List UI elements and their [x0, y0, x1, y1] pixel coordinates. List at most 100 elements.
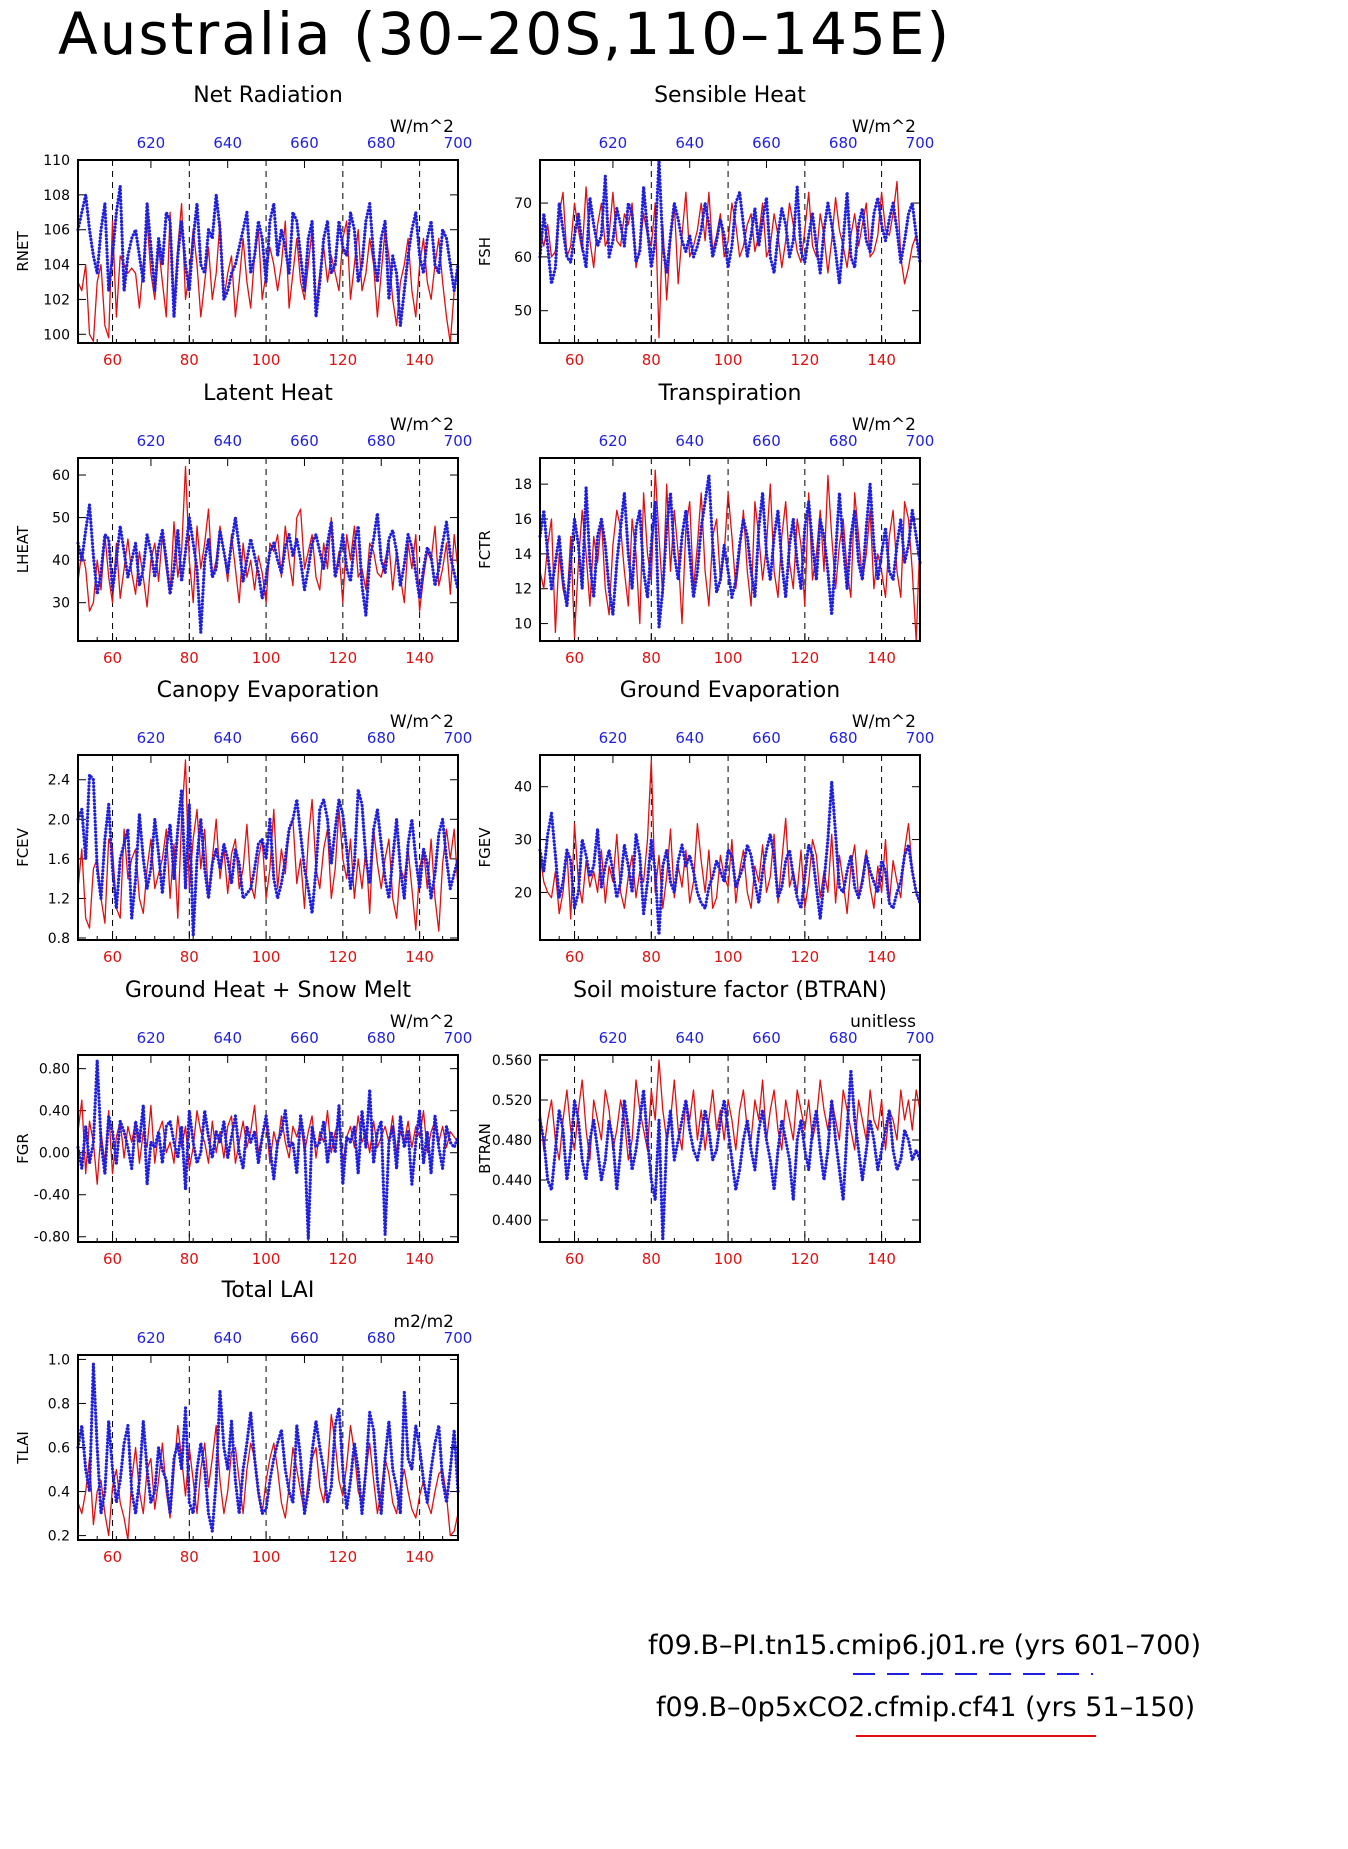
- x-tick-label-bottom: 140: [867, 649, 896, 667]
- x-tick-label-top: 640: [213, 432, 242, 450]
- units-label: W/m^2: [852, 415, 916, 435]
- chart-title: Total LAI: [221, 1278, 315, 1303]
- x-tick-label-top: 680: [829, 134, 858, 152]
- x-tick-label-top: 680: [367, 432, 396, 450]
- y-axis-label: FSH: [476, 237, 494, 266]
- x-tick-label-top: 680: [367, 729, 396, 747]
- x-tick-label-top: 620: [599, 432, 628, 450]
- x-tick-label-top: 700: [444, 1329, 473, 1347]
- x-tick-label-top: 700: [444, 134, 473, 152]
- chart-title: Latent Heat: [203, 381, 333, 406]
- y-tick-label: 106: [43, 223, 70, 239]
- units-label: W/m^2: [852, 117, 916, 137]
- units-label: W/m^2: [390, 117, 454, 137]
- y-tick-label: -0.80: [34, 1230, 70, 1246]
- y-axis-label: LHEAT: [14, 525, 32, 573]
- legend-run-b-swatch: [856, 1735, 1096, 1737]
- y-tick-label: 0.440: [492, 1173, 532, 1189]
- legend-run-b-years: (yrs 51–150): [1024, 1692, 1196, 1723]
- series-b-line: [77, 759, 459, 932]
- series-a-line: [538, 1068, 922, 1242]
- units-label: W/m^2: [390, 415, 454, 435]
- chart-panel-9: Total LAI m2/m2 TLAI 60 80 100 120 140 620 640 660…: [14, 1278, 472, 1566]
- plot-frame: [77, 457, 459, 642]
- chart-title: Sensible Heat: [654, 83, 806, 108]
- plot-frame: [539, 159, 921, 344]
- y-tick-label: 0.2: [48, 1529, 70, 1545]
- series-a-line: [76, 1362, 460, 1533]
- y-tick-label: 0.560: [492, 1053, 532, 1069]
- x-tick-label-bottom: 60: [565, 649, 584, 667]
- x-tick-label-bottom: 60: [103, 1548, 122, 1566]
- x-tick-label-bottom: 140: [405, 1250, 434, 1268]
- series-a-line: [76, 773, 460, 938]
- y-axis-label: FGR: [14, 1133, 32, 1164]
- units-label: unitless: [850, 1012, 916, 1032]
- x-tick-label-top: 700: [444, 1029, 473, 1047]
- chart-panel-8: Soil moisture factor (BTRAN) unitless BTRA…: [476, 978, 934, 1268]
- y-tick-label: 14: [514, 547, 532, 563]
- x-tick-label-top: 700: [906, 729, 935, 747]
- x-tick-label-bottom: 100: [252, 1250, 281, 1268]
- x-tick-label-top: 660: [752, 1029, 781, 1047]
- series-b-line: [77, 1099, 459, 1185]
- x-tick-label-bottom: 140: [405, 649, 434, 667]
- legend-run-a-swatch: [853, 1673, 1093, 1675]
- y-tick-label: 50: [514, 304, 532, 320]
- x-tick-label-bottom: 60: [103, 351, 122, 369]
- x-tick-label-bottom: 140: [405, 351, 434, 369]
- x-tick-label-bottom: 80: [180, 1548, 199, 1566]
- y-tick-label: 70: [514, 196, 532, 212]
- x-tick-label-top: 660: [290, 134, 319, 152]
- x-tick-label-bottom: 140: [867, 948, 896, 966]
- chart-panel-1: Net Radiation W/m^2 RNET 60 80 100 120 140 620 64…: [14, 83, 472, 369]
- units-label: W/m^2: [390, 1012, 454, 1032]
- x-tick-label-top: 660: [752, 729, 781, 747]
- x-tick-label-top: 680: [367, 1329, 396, 1347]
- y-tick-label: 1.2: [48, 891, 70, 907]
- x-tick-label-bottom: 140: [867, 1250, 896, 1268]
- x-tick-label-top: 660: [290, 1329, 319, 1347]
- x-tick-label-bottom: 80: [180, 649, 199, 667]
- x-tick-label-top: 680: [829, 729, 858, 747]
- y-tick-label: 0.400: [492, 1213, 532, 1229]
- x-tick-label-bottom: 60: [103, 1250, 122, 1268]
- plot-frame: [539, 457, 921, 642]
- x-tick-label-top: 640: [675, 1029, 704, 1047]
- x-tick-label-top: 620: [137, 1029, 166, 1047]
- x-tick-label-top: 640: [213, 1029, 242, 1047]
- x-tick-label-top: 680: [829, 1029, 858, 1047]
- legend-run-b: f09.B–0p5xCO2.cfmip.cf41 (yrs 51–150): [656, 1692, 1195, 1723]
- y-axis-label: FCEV: [14, 827, 32, 867]
- x-tick-label-bottom: 60: [103, 649, 122, 667]
- x-tick-label-bottom: 100: [714, 351, 743, 369]
- x-tick-label-bottom: 80: [642, 351, 661, 369]
- plot-frame: [539, 1054, 921, 1243]
- chart-panel-6: Ground Evaporation W/m^2 FGEV 60 80 100 120 140…: [476, 678, 934, 966]
- series-a-line: [538, 158, 922, 286]
- chart-title: Ground Evaporation: [620, 678, 840, 703]
- y-tick-label: 100: [43, 327, 70, 343]
- y-tick-label: 0.6: [48, 1441, 70, 1457]
- x-tick-label-top: 640: [675, 134, 704, 152]
- y-tick-label: 40: [514, 780, 532, 796]
- x-tick-label-top: 700: [906, 432, 935, 450]
- x-tick-label-top: 620: [137, 729, 166, 747]
- plot-frame: [77, 1354, 459, 1541]
- y-tick-label: 2.4: [48, 773, 70, 789]
- y-tick-label: 30: [514, 833, 532, 849]
- x-tick-label-bottom: 120: [329, 1548, 358, 1566]
- x-tick-label-top: 620: [137, 432, 166, 450]
- x-tick-label-top: 700: [906, 1029, 935, 1047]
- units-label: W/m^2: [390, 712, 454, 732]
- x-tick-label-bottom: 100: [714, 948, 743, 966]
- y-tick-label: 50: [52, 511, 70, 527]
- chart-title: Canopy Evaporation: [157, 678, 380, 703]
- series-a-line: [538, 473, 922, 629]
- x-tick-label-bottom: 120: [791, 649, 820, 667]
- x-tick-label-top: 640: [213, 1329, 242, 1347]
- plot-frame: [77, 1054, 459, 1243]
- x-tick-label-top: 700: [906, 134, 935, 152]
- x-tick-label-bottom: 80: [180, 351, 199, 369]
